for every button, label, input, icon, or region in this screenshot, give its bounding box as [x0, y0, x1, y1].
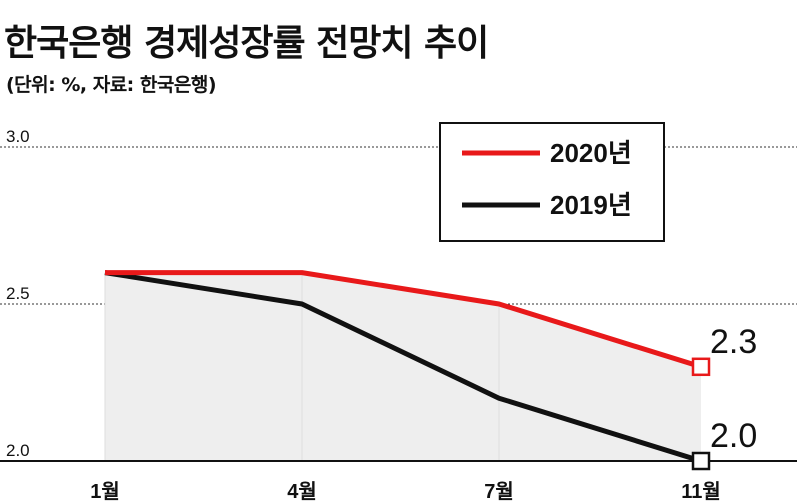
x-tick-label: 4월 — [287, 480, 317, 503]
legend-box — [439, 122, 665, 242]
series-line — [105, 270, 702, 370]
legend-label: 2020년 — [550, 138, 632, 168]
x-tick-label: 7월 — [484, 480, 514, 503]
end-marker — [691, 451, 711, 471]
data-label: 2.0 — [710, 417, 757, 455]
series-line — [104, 270, 702, 464]
chart-title: 한국은행 경제성장률 전망치 추이 — [4, 23, 489, 64]
legend-label: 2019년 — [550, 190, 632, 220]
y-tick-label: 3.0 — [6, 127, 30, 146]
x-tick-label: 1월 — [90, 480, 120, 503]
y-tick-label: 2.0 — [6, 441, 30, 460]
chart-subtitle: (단위: %, 자료: 한국은행) — [6, 74, 217, 96]
end-marker — [691, 357, 711, 377]
x-tick-label: 11월 — [681, 480, 721, 503]
y-tick-label: 2.5 — [6, 284, 30, 303]
data-label: 2.3 — [710, 323, 757, 361]
